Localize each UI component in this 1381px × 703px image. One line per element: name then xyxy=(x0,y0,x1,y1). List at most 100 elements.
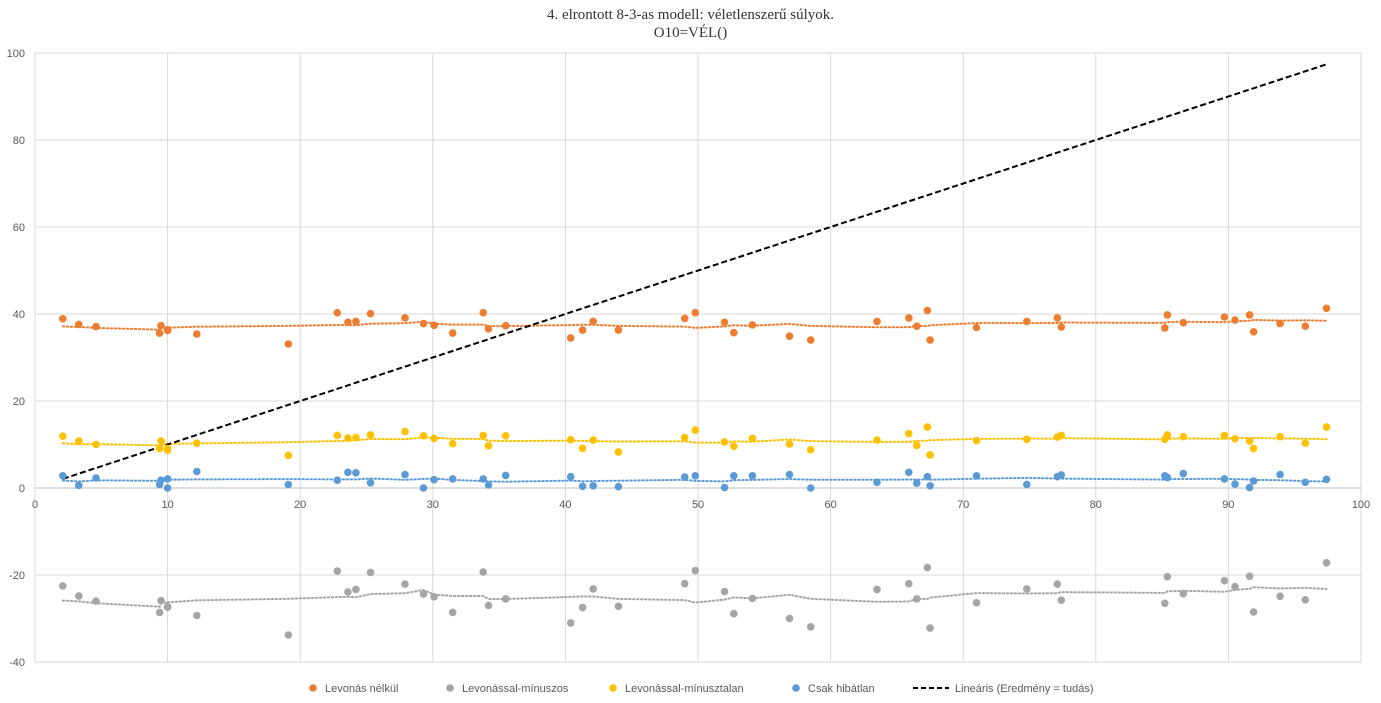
data-point xyxy=(566,334,575,342)
data-point xyxy=(873,585,881,594)
data-point xyxy=(448,439,457,448)
data-point xyxy=(484,601,493,610)
data-point xyxy=(1161,599,1169,608)
data-point xyxy=(1161,324,1169,332)
axes: 0 10 20 30 40 50 60 70 80 90 100 100 80 60 40 20 0 -20 -40 xyxy=(7,48,1371,669)
data-point xyxy=(59,315,67,323)
y-tick-label: 40 xyxy=(13,309,25,321)
legend-label: Levonással-mínuszos xyxy=(462,683,569,695)
data-point xyxy=(748,434,757,443)
data-point xyxy=(806,445,815,454)
data-point xyxy=(1179,318,1188,327)
data-point xyxy=(157,476,165,485)
data-point xyxy=(352,469,360,477)
trend-Levonással-mínusztalan xyxy=(61,436,1328,447)
data-point xyxy=(1249,608,1258,616)
data-point xyxy=(589,585,597,593)
data-point xyxy=(926,624,934,632)
data-point xyxy=(614,602,623,611)
data-point xyxy=(926,451,934,459)
data-point xyxy=(366,431,375,439)
x-tick-label: 30 xyxy=(427,499,439,511)
legend-marker xyxy=(792,684,800,692)
data-point xyxy=(484,442,493,450)
data-point xyxy=(92,322,100,331)
data-point xyxy=(1276,470,1284,479)
data-point xyxy=(75,481,83,490)
trend-Levonással-mínuszos xyxy=(61,586,1328,608)
data-point xyxy=(972,472,981,480)
data-point xyxy=(972,323,981,332)
data-point xyxy=(748,472,757,480)
y-tick-label: -40 xyxy=(9,657,25,669)
data-point xyxy=(344,318,352,327)
data-point xyxy=(972,599,981,607)
gridlines xyxy=(34,52,1362,663)
data-point xyxy=(284,631,293,639)
data-point xyxy=(333,308,342,317)
data-points xyxy=(59,304,1331,639)
data-point xyxy=(1322,304,1331,313)
data-point xyxy=(401,470,409,479)
data-point xyxy=(92,597,100,605)
data-point xyxy=(680,314,689,323)
legend-marker xyxy=(446,684,454,692)
data-point xyxy=(785,332,794,341)
data-point xyxy=(785,470,794,479)
data-point xyxy=(1179,469,1188,478)
y-tick-label: 80 xyxy=(13,135,25,147)
data-point xyxy=(680,473,689,481)
data-point xyxy=(484,481,493,489)
data-point xyxy=(155,608,164,617)
data-point xyxy=(1301,596,1310,604)
data-point xyxy=(1231,316,1239,324)
data-point xyxy=(501,595,510,603)
x-tick-label: 60 xyxy=(824,499,836,511)
data-point xyxy=(366,568,375,577)
data-point xyxy=(730,609,738,618)
legend-label: Levonás nélkül xyxy=(325,683,398,695)
data-point xyxy=(720,318,729,327)
data-point xyxy=(479,308,488,317)
data-point xyxy=(1220,431,1229,440)
data-point xyxy=(720,587,729,596)
data-point xyxy=(352,585,360,594)
data-point xyxy=(1301,322,1310,331)
data-point xyxy=(448,329,457,337)
data-point xyxy=(59,472,67,480)
data-point xyxy=(419,319,428,328)
data-point xyxy=(972,436,981,445)
y-tick-label: 60 xyxy=(13,222,25,234)
data-point xyxy=(1163,431,1172,439)
data-point xyxy=(344,434,352,442)
data-point xyxy=(284,451,293,460)
data-point xyxy=(163,326,172,335)
data-point xyxy=(1057,323,1066,331)
x-tick-label: 20 xyxy=(294,499,306,511)
data-point xyxy=(157,596,165,605)
data-point xyxy=(1057,596,1066,604)
chart-title: 4. elrontott 8-3-as modell: véletlenszer… xyxy=(0,6,1381,42)
data-point xyxy=(680,433,689,442)
data-point xyxy=(193,467,201,476)
data-point xyxy=(730,442,738,451)
data-point xyxy=(193,439,201,448)
data-point xyxy=(1245,311,1254,319)
data-point xyxy=(1322,475,1331,484)
data-point xyxy=(155,444,164,453)
data-point xyxy=(1220,313,1229,321)
data-point xyxy=(92,474,100,482)
data-point xyxy=(479,431,488,440)
data-point xyxy=(566,472,575,481)
data-point xyxy=(1220,576,1229,585)
data-point xyxy=(566,619,575,627)
data-point xyxy=(873,436,881,444)
legend-marker xyxy=(309,684,317,692)
x-tick-label: 0 xyxy=(32,499,38,511)
data-point xyxy=(1023,585,1031,593)
data-point xyxy=(1163,311,1172,319)
data-point xyxy=(1231,435,1239,443)
data-point xyxy=(92,440,100,449)
legend: Levonás nélkül Levonással-mínuszos Levonás… xyxy=(309,683,1093,695)
